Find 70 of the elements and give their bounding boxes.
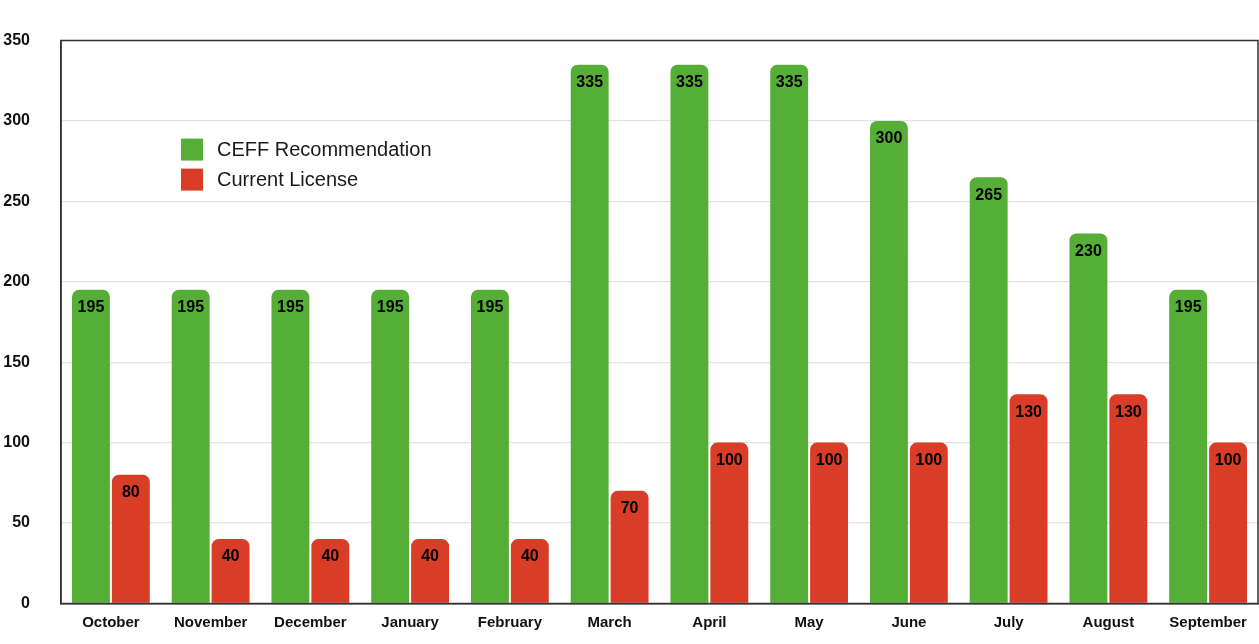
bar [1069,233,1108,603]
data-label: 130 [1114,402,1142,420]
bar [311,539,350,603]
bar [1109,394,1148,603]
y-tick-label: 0 [21,593,31,611]
bar [371,289,410,603]
bar [171,289,210,603]
bar [1209,442,1248,603]
x-tick-label: March [587,612,632,630]
bar [111,474,150,603]
data-label: 195 [77,298,105,316]
y-tick-label: 250 [3,191,31,209]
data-label: 230 [1075,241,1102,259]
data-label: 335 [576,73,604,91]
data-label: 100 [1214,451,1242,469]
data-label: 40 [421,547,440,565]
x-tick-label: February [477,612,543,630]
bar [71,289,110,603]
bar [670,64,709,603]
data-label: 40 [520,547,539,565]
bar [271,289,310,603]
x-tick-label: May [794,612,825,630]
data-label: 100 [715,451,743,469]
data-label: 70 [620,499,639,517]
bar [510,539,549,603]
data-label: 335 [676,73,703,91]
x-tick-label: September [1169,612,1248,630]
bar [211,539,250,603]
x-tick-label: December [274,612,347,630]
data-label: 195 [277,298,304,316]
bar [909,442,948,603]
data-label: 80 [121,483,140,501]
bar [610,490,649,603]
bar [470,289,509,603]
data-label: 195 [376,298,404,316]
data-label: 100 [915,451,943,469]
x-tick-label: October [82,612,140,630]
legend-label: CEFF Recommendation [217,138,432,161]
bar [570,64,609,603]
bar [1169,289,1208,603]
bar [1009,394,1048,603]
x-tick-label: January [381,612,440,630]
x-tick-label: July [993,612,1025,630]
data-label: 195 [177,298,205,316]
data-label: 130 [1015,402,1043,420]
data-label: 335 [775,73,803,91]
data-label: 300 [875,129,903,147]
y-tick-label: 200 [3,272,31,290]
y-tick-label: 300 [3,111,31,129]
bar [969,177,1008,603]
y-tick-label: 50 [12,513,31,531]
bar [411,539,450,603]
data-label: 195 [1174,298,1202,316]
x-tick-label: June [891,612,927,630]
bar [770,64,809,603]
bar [810,442,849,603]
bar [710,442,749,603]
y-tick-label: 150 [3,352,31,370]
bar [869,121,908,603]
legend-label: Current License [217,168,359,191]
data-label: 40 [321,547,340,565]
x-tick-label: April [692,612,727,630]
data-label: 40 [221,547,240,565]
data-label: 195 [476,298,504,316]
data-label: 265 [975,185,1003,203]
x-tick-label: November [173,612,248,630]
y-tick-label: 350 [3,31,31,49]
y-tick-label: 100 [3,433,31,451]
data-label: 100 [815,451,843,469]
x-tick-label: August [1082,612,1135,630]
